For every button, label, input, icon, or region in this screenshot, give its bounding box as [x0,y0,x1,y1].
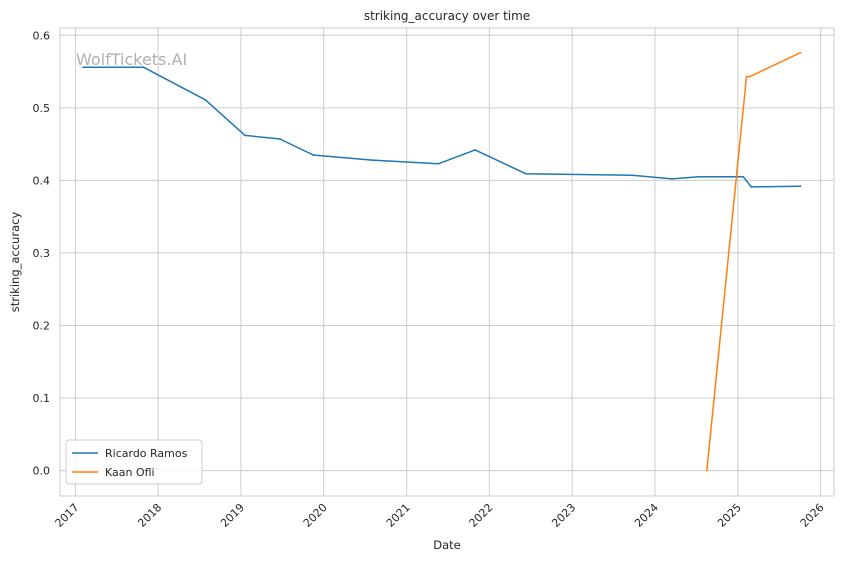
data-point-ricardo-ramos [82,66,85,69]
data-point-ricardo-ramos [742,175,745,178]
y-tick-label: 0.2 [33,319,51,332]
data-point-ricardo-ramos [799,185,802,188]
data-point-kaan-ofli [799,51,802,54]
plot-frame [59,27,835,497]
x-tick-label: 2018 [135,501,164,530]
watermark: WolfTickets.AI [76,50,187,69]
data-point-ricardo-ramos [697,175,700,178]
x-axis-label: Date [433,538,461,552]
x-axis-ticks: 2017 2018 2019 2020 2021 2022 2023 2024 2025 2026 [53,501,827,530]
data-point-kaan-ofli [748,75,751,78]
legend-box [65,439,203,485]
x-tick-label: 2024 [632,501,661,530]
legend-label-kaan-ofli: Kaan Ofli [105,466,155,479]
y-tick-label: 0.6 [33,29,51,42]
data-point-ricardo-ramos [670,178,673,180]
legend-label-ricardo-ramos: Ricardo Ramos [105,447,188,460]
x-tick-label: 2022 [467,501,496,530]
y-axis-label: striking_accuracy [8,212,22,313]
data-point-ricardo-ramos [371,159,373,161]
x-tick-label: 2019 [218,501,247,530]
x-tick-label: 2025 [715,501,744,530]
chart-title: striking_accuracy over time [364,9,530,23]
x-tick-label: 2017 [53,501,82,530]
data-point-ricardo-ramos [204,98,207,101]
x-tick-label: 2021 [384,501,413,530]
legend: Ricardo Ramos Kaan Ofli [65,439,203,485]
series-layer [82,51,802,472]
plot-background [60,28,834,496]
y-tick-label: 0.4 [33,174,51,187]
y-tick-label: 0.5 [33,102,51,115]
x-tick-label: 2023 [549,501,578,530]
data-point-ricardo-ramos [312,154,315,156]
data-point-ricardo-ramos [750,186,753,188]
x-tick-label: 2026 [798,501,827,530]
data-point-ricardo-ramos [437,162,440,165]
data-point-kaan-ofli [745,75,748,78]
series-line-ricardo-ramos [83,66,801,188]
data-point-ricardo-ramos [474,148,477,151]
y-tick-label: 0.0 [33,465,51,478]
y-tick-label: 0.1 [33,392,51,405]
y-tick-label: 0.3 [33,247,51,260]
y-axis-ticks: 0.0 0.1 0.2 0.3 0.4 0.5 0.6 [33,29,51,477]
x-tick-label: 2020 [301,501,330,530]
data-point-ricardo-ramos [244,134,246,137]
series-line-kaan-ofli [706,52,801,471]
data-point-ricardo-ramos [279,138,281,140]
data-point-kaan-ofli [705,469,708,472]
data-point-ricardo-ramos [524,172,527,175]
data-point-ricardo-ramos [142,66,145,69]
data-point-ricardo-ramos [631,174,634,177]
